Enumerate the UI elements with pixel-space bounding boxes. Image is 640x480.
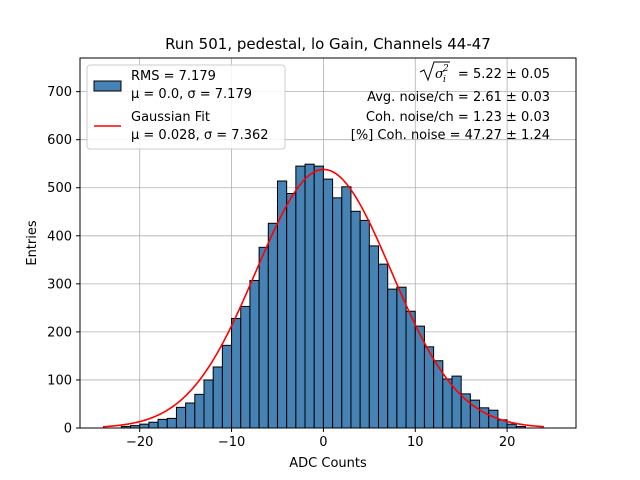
histogram-bar [194,393,205,429]
histogram-bar [442,378,453,429]
sigma-superscript: 2 [442,64,449,74]
histogram-bar [166,417,177,429]
histogram-bar [322,178,334,429]
x-tick-label: 0 [319,435,327,450]
chart-title: Run 501, pedestal, lo Gain, Channels 44-… [165,35,491,53]
plot-frame [79,57,577,429]
histogram-bar [488,409,499,429]
histogram-bar [423,346,435,429]
coh-noise-percent-annotation: [%] Coh. noise = 47.27 ± 1.24 [351,128,550,143]
histogram-bar [231,317,242,429]
x-tick-label: −10 [218,435,245,450]
histogram-bar [185,402,196,429]
legend: RMS = 7.179 μ = 0.0, σ = 7.179 Gaussian … [86,64,286,150]
histogram-bars [120,163,526,429]
histogram-bar [304,163,315,429]
histogram-bar [313,165,324,429]
histogram-bar [267,222,278,429]
sigma-value: = 5.22 ± 0.05 [458,67,550,82]
y-tick-label: 500 [47,181,72,196]
histogram-bar [139,423,150,429]
histogram-bar [212,366,223,429]
avg-noise-annotation: Avg. noise/ch = 2.61 ± 0.03 [367,90,550,105]
x-tick-label: 10 [407,435,424,450]
histogram-bar [203,379,214,429]
legend-fit-line2: μ = 0.028, σ = 7.362 [131,128,269,143]
x-tick-label: 20 [499,435,516,450]
histogram-bar [350,210,361,429]
y-tick-label: 300 [47,277,72,292]
histogram-bar [387,288,398,429]
gaussian-fit-curve [102,168,544,428]
histogram-bar [405,310,416,429]
histogram-bar [451,375,462,429]
y-tick-label: 400 [47,229,72,244]
histogram-bar [276,180,288,429]
sigma-formula: σ 2 i [419,61,450,85]
coh-noise-annotation: Coh. noise/ch = 1.23 ± 0.03 [366,110,550,125]
y-tick-label: 0 [64,422,72,437]
histogram-bar [378,263,389,429]
histogram-bar [295,165,306,429]
y-tick-label: 600 [47,133,72,148]
x-tick-label: −20 [126,435,153,450]
histogram-bar [157,418,168,429]
histogram-bar [240,305,251,429]
histogram-bar [359,219,370,429]
histogram-bar [368,245,380,429]
legend-histogram-line1: RMS = 7.179 [131,69,216,84]
sqrt-symbol [419,61,450,82]
histogram-bar [221,344,233,429]
stat-annotations: σ 2 i = 5.22 ± 0.05 Avg. noise/ch = 2.61… [351,61,550,143]
legend-box [86,64,286,150]
histogram-bar [258,246,269,429]
histogram-bar [249,279,260,429]
sigma-symbol: σ [435,67,445,82]
histogram-bar [175,406,187,429]
sigma-subscript: i [443,75,446,85]
x-axis-label: ADC Counts [289,456,367,471]
histogram-bar [332,197,343,429]
y-tick-label: 200 [47,325,72,340]
legend-patch-histogram [93,80,122,92]
y-tick-label: 700 [47,85,72,100]
histogram-bar [341,186,352,429]
histogram-bar [148,421,159,429]
legend-fit-line1: Gaussian Fit [131,110,210,125]
histogram-bar [506,423,517,429]
histogram-bar [396,286,407,429]
y-tick-label: 100 [47,373,72,388]
histogram-bar [286,193,297,429]
y-axis-label: Entries [25,220,40,266]
legend-histogram-line2: μ = 0.0, σ = 7.179 [131,87,252,102]
